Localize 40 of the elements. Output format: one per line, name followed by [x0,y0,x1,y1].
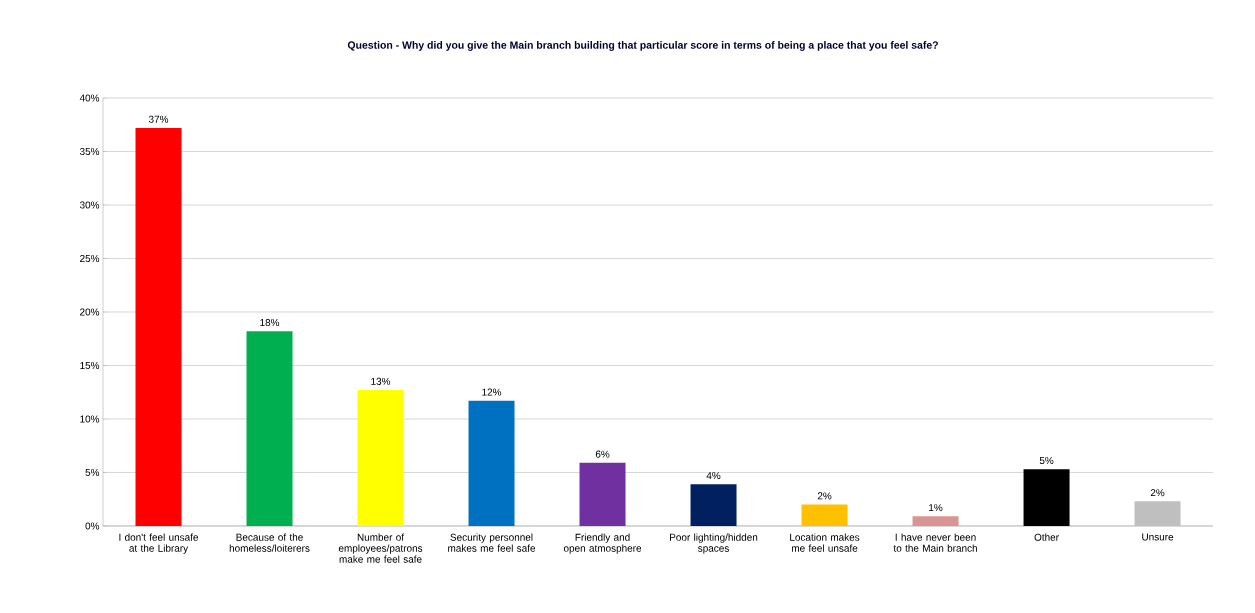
bar [801,504,848,526]
x-tick-label: Poor lighting/hidden spaces [670,533,758,554]
data-label: 6% [595,450,610,458]
y-tick-label: 30% [79,201,100,209]
bar [246,331,293,526]
y-tick-label: 35% [79,147,100,156]
x-tick-label: Because of the homeless/loiterers [229,533,310,552]
x-tick-label: I have never been to the Main branch [893,533,977,552]
bar [1023,469,1070,526]
y-tick-label: 40% [79,94,100,102]
y-tick-label: 25% [80,254,100,263]
x-tick-label: Other [1034,533,1059,541]
x-tick-label: Security personnel makes me feel safe [448,533,536,552]
bar [468,400,515,526]
y-tick-label: 5% [85,468,100,476]
x-tick-label: Number of employees/patrons make me feel safe [338,533,423,563]
y-tick-label: 0% [85,522,100,530]
x-tick-label: Unsure [1142,533,1174,541]
bar [912,516,959,526]
bar [135,127,182,526]
data-label: 2% [1150,489,1165,497]
chart-title: Question - Why did you give the Main branch building that particular score in terms of being a place that you feel safe? [347,41,938,51]
bar [690,484,737,526]
data-label: 2% [817,492,832,500]
bar [579,462,626,526]
bar [1134,501,1181,526]
data-label: 4% [706,472,721,480]
y-tick-label: 20% [80,308,100,316]
x-tick-label: I don't feel unsafe at the Library [119,533,199,554]
data-label: 18% [260,318,280,327]
data-label: 37% [148,115,169,123]
data-label: 5% [1039,457,1054,465]
y-tick-label: 10% [80,415,100,423]
data-label: 13% [371,377,391,385]
x-tick-label: Friendly and open atmosphere [563,533,642,554]
x-tick-label: Location makes me feel unsafe [790,533,860,552]
bar [357,390,404,526]
y-tick-label: 15% [80,361,100,369]
data-label: 12% [482,388,502,396]
data-label: 1% [929,504,943,512]
